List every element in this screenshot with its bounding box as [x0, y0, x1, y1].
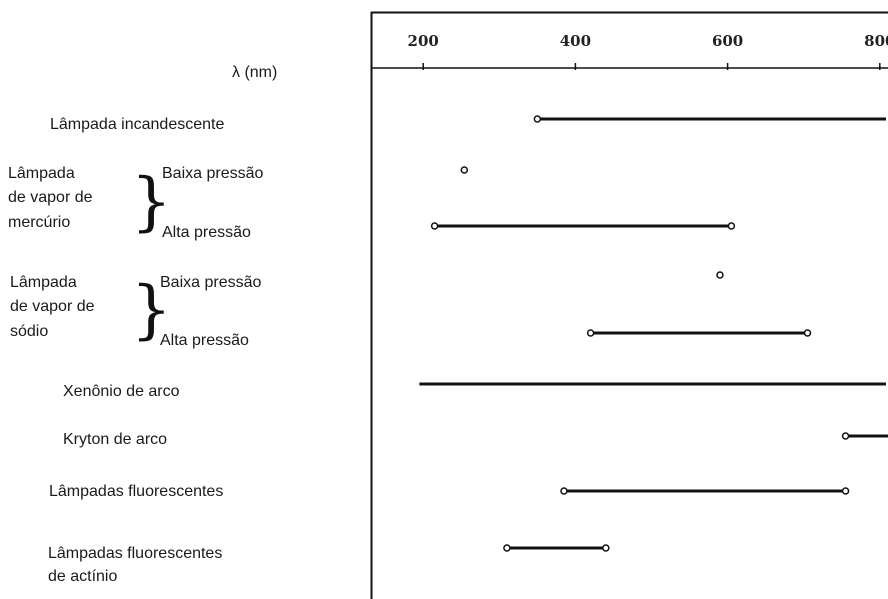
- range-end-point: [841, 487, 850, 495]
- label-krypton: Kryton de arco: [63, 431, 168, 448]
- emission-point: [460, 166, 469, 174]
- range-start-point: [430, 222, 439, 230]
- label-incandescent: Lâmpada incandescente: [50, 116, 225, 133]
- label-mercury-low: Baixa pressão: [162, 165, 264, 182]
- brace-icon: }: [131, 273, 172, 347]
- range-start-point: [560, 487, 568, 495]
- group-line: Lâmpada: [8, 165, 75, 182]
- tick-label: 400: [560, 32, 591, 50]
- label-sodium-low: Baixa pressão: [160, 274, 262, 291]
- tick-label: 800: [864, 32, 888, 50]
- range-start-point: [841, 432, 850, 440]
- group-line: de vapor de: [8, 189, 93, 206]
- range-start-point: [503, 544, 511, 552]
- group-line: de vapor de: [10, 298, 95, 315]
- group-line: mercúrio: [8, 214, 71, 231]
- group-line: Lâmpada: [10, 274, 77, 291]
- brace-icon: }: [131, 165, 172, 239]
- label-mercury-high: Alta pressão: [162, 224, 251, 241]
- range-end-point: [602, 544, 610, 552]
- marks-group: [419, 115, 888, 552]
- tick-group: 2004006008001 000: [408, 32, 888, 70]
- label-fluorescent: Lâmpadas fluorescentes: [49, 483, 224, 500]
- label-xenon: Xenônio de arco: [63, 383, 180, 400]
- emission-point: [716, 271, 724, 279]
- tick-label: 600: [712, 32, 743, 50]
- axis-label: λ (nm): [232, 64, 278, 81]
- group-line: sódio: [10, 323, 49, 340]
- range-end-point: [727, 222, 736, 230]
- label-actinic-line: de actínio: [48, 568, 118, 585]
- range-start-point: [533, 115, 542, 123]
- label-actinic-line: Lâmpadas fluorescentes: [48, 545, 223, 562]
- tick-label: 200: [408, 32, 439, 50]
- range-start-point: [586, 329, 595, 337]
- range-end-point: [803, 329, 812, 337]
- label-sodium-high: Alta pressão: [160, 332, 249, 349]
